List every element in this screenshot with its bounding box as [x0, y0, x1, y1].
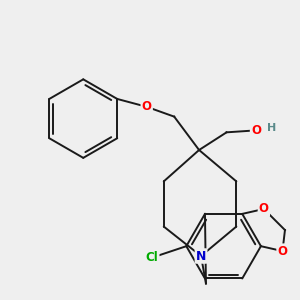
Text: H: H [267, 123, 276, 134]
Text: O: O [251, 124, 261, 137]
Text: O: O [278, 244, 287, 258]
Text: Cl: Cl [146, 251, 158, 265]
Text: N: N [196, 250, 206, 262]
Text: O: O [259, 202, 269, 215]
Text: O: O [142, 100, 152, 113]
